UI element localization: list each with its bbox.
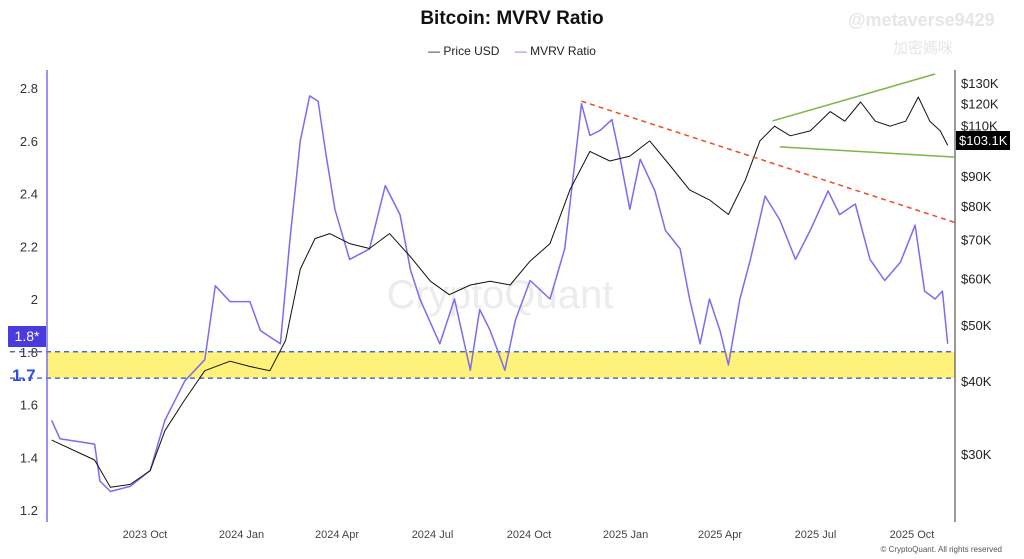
right-tick-label: $30K [961, 447, 992, 462]
x-tick-label: 2025 Oct [890, 529, 935, 541]
left-tick-label: 1.8 [20, 345, 38, 360]
x-tick-label: 2024 Oct [507, 529, 552, 541]
legend-mvrv[interactable]: — MVRV Ratio [514, 44, 596, 58]
x-tick-label: 2023 Oct [123, 529, 168, 541]
left-tick-label: 2.4 [20, 187, 38, 202]
left-tick-label: 1.6 [20, 398, 38, 413]
support-band [47, 351, 955, 379]
legend-price[interactable]: — Price USD [428, 44, 500, 58]
right-tick-label: $90K [961, 169, 992, 184]
left-tick-label: 1.4 [20, 450, 38, 465]
right-tick-label: $70K [961, 233, 992, 248]
series-line-mvrv-ratio [50, 95, 949, 493]
left-tick-label: 2.6 [20, 134, 38, 149]
x-tick-label: 2025 Jan [603, 529, 648, 541]
left-tick-label: 1.2 [20, 503, 38, 518]
left-tick-label: 2 [31, 292, 38, 307]
left-tick-label: 2.2 [20, 239, 38, 254]
current-mvrv-label: 1.8* [8, 326, 46, 347]
right-tick-label: $80K [961, 199, 992, 214]
right-tick-label: $40K [961, 374, 992, 389]
x-tick-label: 2024 Jan [219, 529, 264, 541]
right-tick-label: $110K [961, 118, 998, 133]
trendline-2 [779, 146, 956, 158]
x-tick-label: 2025 Jul [795, 529, 837, 541]
trendline-0 [581, 100, 956, 224]
right-tick-label: $130K [961, 76, 999, 91]
chart-title: Bitcoin: MVRV Ratio [420, 8, 604, 29]
watermark-handle: @metaverse9429 [848, 10, 995, 30]
watermark-subtitle: 加密媽咪 [893, 40, 954, 57]
right-tick-label: $120K [961, 96, 999, 111]
legend: — Price USD — MVRV Ratio [0, 44, 1024, 58]
trendline-1 [772, 73, 936, 122]
band-low-label: 1.7 [12, 366, 36, 385]
right-tick-label: $60K [961, 272, 992, 287]
series-line-price-usd [51, 96, 949, 488]
watermark-brand: CryptoQuant [387, 273, 614, 317]
left-tick-label: 2.8 [20, 81, 38, 96]
current-price-label: $103.1K [956, 131, 1011, 150]
footer: © CryptoQuant. All rights reserved [880, 545, 1003, 554]
x-tick-label: 2025 Apr [698, 529, 742, 541]
right-tick-label: $50K [961, 318, 992, 333]
x-tick-label: 2024 Jul [412, 529, 454, 541]
x-tick-label: 2024 Apr [315, 529, 359, 541]
